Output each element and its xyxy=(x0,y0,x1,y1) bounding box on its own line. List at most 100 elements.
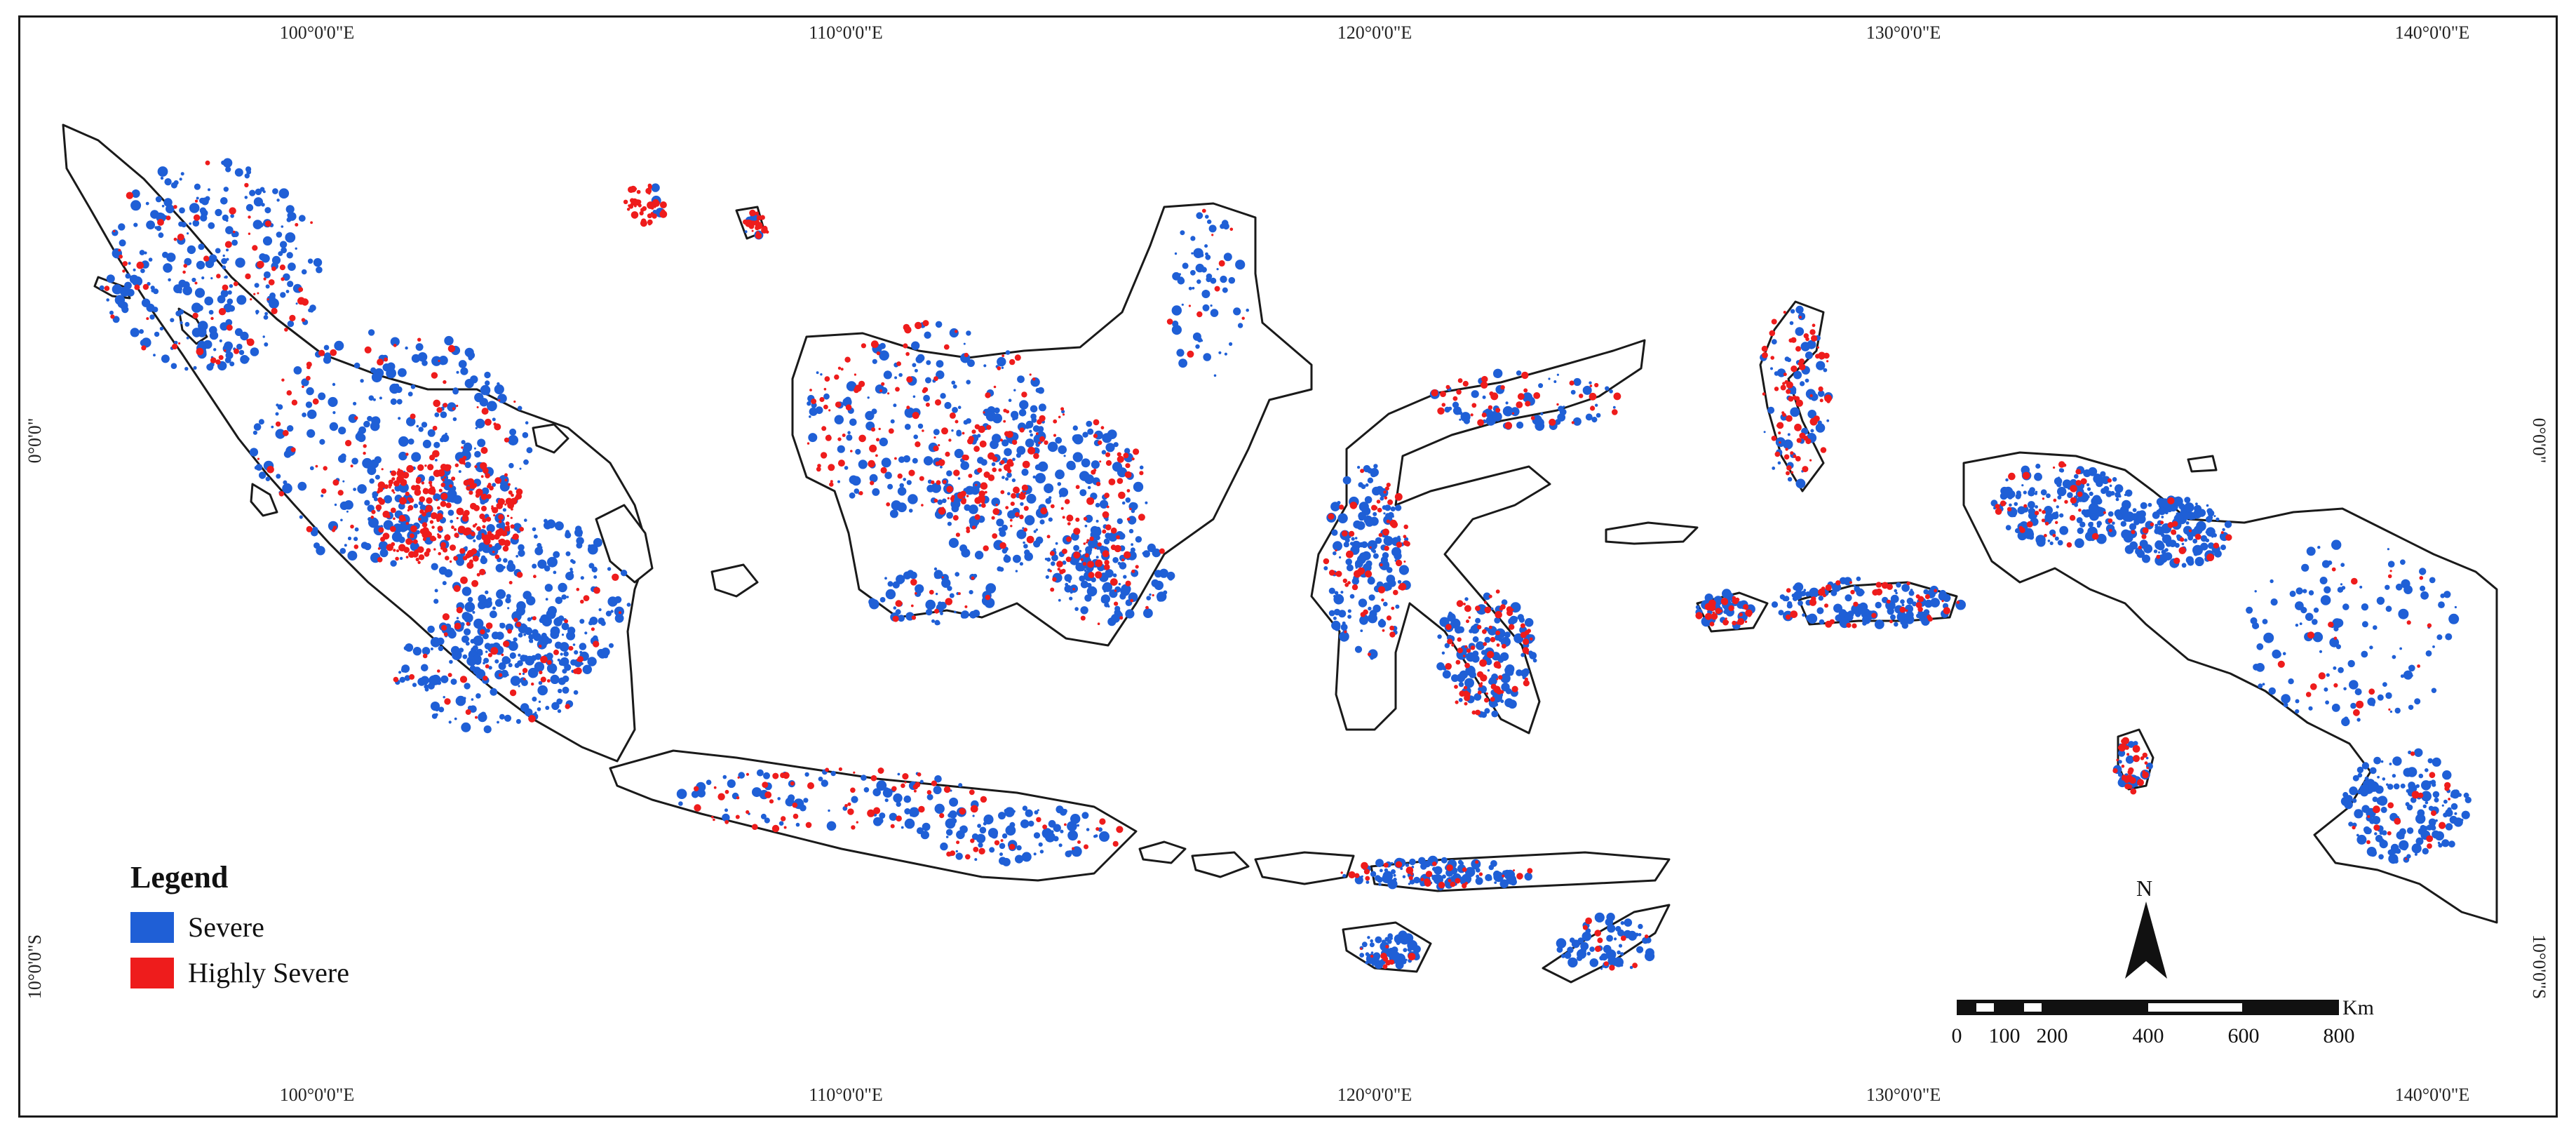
severe-patch xyxy=(179,207,185,214)
highly-severe-patch xyxy=(904,781,907,784)
highly-severe-patch xyxy=(363,451,366,455)
highly-severe-patch xyxy=(459,676,468,683)
severe-patch xyxy=(1084,524,1088,528)
highly-severe-patch xyxy=(302,385,304,389)
severe-patch xyxy=(372,398,376,401)
severe-patch xyxy=(508,663,513,668)
severe-patch xyxy=(1614,937,1617,941)
highly-severe-patch xyxy=(992,533,998,539)
highly-severe-patch xyxy=(437,669,440,673)
highly-severe-patch xyxy=(2122,775,2127,779)
severe-patch xyxy=(1800,381,1805,387)
highly-severe-patch xyxy=(1023,528,1027,532)
severe-patch xyxy=(2100,471,2106,477)
severe-patch xyxy=(1553,380,1557,383)
highly-severe-patch xyxy=(647,213,652,219)
severe-patch xyxy=(413,355,417,360)
severe-patch xyxy=(2034,492,2037,495)
severe-patch xyxy=(1901,584,1910,592)
highly-severe-patch xyxy=(1066,514,1074,522)
severe-patch xyxy=(1919,615,1925,622)
severe-patch xyxy=(906,480,912,485)
severe-patch xyxy=(199,207,207,214)
severe-patch xyxy=(229,284,234,288)
severe-patch xyxy=(2197,509,2206,517)
severe-patch xyxy=(551,702,560,710)
severe-patch xyxy=(997,566,1002,572)
severe-patch xyxy=(1064,574,1072,582)
severe-patch xyxy=(992,413,1002,424)
severe-patch xyxy=(473,635,484,646)
highly-severe-patch xyxy=(472,555,479,562)
severe-patch xyxy=(1112,615,1120,623)
highly-severe-patch xyxy=(955,532,960,537)
severe-patch xyxy=(2074,474,2079,479)
severe-patch xyxy=(1475,868,1481,873)
severe-patch xyxy=(1344,477,1349,481)
severe-patch xyxy=(407,391,413,397)
severe-patch xyxy=(1451,674,1459,683)
severe-patch xyxy=(1916,613,1921,619)
severe-patch xyxy=(244,173,250,179)
severe-patch xyxy=(394,485,401,492)
highly-severe-patch xyxy=(1481,375,1488,383)
highly-severe-patch xyxy=(946,485,954,493)
severe-patch xyxy=(879,342,886,349)
severe-patch xyxy=(160,176,164,180)
severe-patch xyxy=(560,699,563,702)
highly-severe-patch xyxy=(1102,511,1110,518)
severe-patch xyxy=(316,546,325,556)
highly-severe-patch xyxy=(844,804,848,807)
severe-patch xyxy=(2403,767,2413,777)
severe-patch xyxy=(2184,497,2191,504)
highly-severe-patch xyxy=(194,281,198,285)
highly-severe-patch xyxy=(647,201,654,209)
severe-patch xyxy=(1538,383,1544,389)
severe-patch xyxy=(1038,842,1043,847)
graticule-top-label: 120°0'0"E xyxy=(1337,22,1412,43)
severe-patch xyxy=(192,220,200,227)
highly-severe-patch xyxy=(1745,609,1753,617)
highly-severe-patch xyxy=(1126,517,1131,521)
severe-patch xyxy=(844,466,849,470)
severe-patch xyxy=(2371,703,2375,706)
highly-severe-patch xyxy=(423,488,427,491)
highly-severe-patch xyxy=(532,616,537,621)
severe-patch xyxy=(861,775,867,781)
severe-patch xyxy=(1930,600,1934,604)
severe-patch xyxy=(2262,683,2265,686)
north-arrow-icon xyxy=(2125,901,2167,979)
highly-severe-patch xyxy=(454,622,461,630)
severe-patch xyxy=(2361,621,2368,628)
severe-patch xyxy=(706,779,712,785)
severe-patch xyxy=(1016,445,1026,455)
highly-severe-patch xyxy=(456,517,459,520)
severe-patch xyxy=(163,263,173,273)
highly-severe-patch xyxy=(1119,616,1124,620)
highly-severe-patch xyxy=(1782,382,1786,385)
highly-severe-patch xyxy=(488,544,492,548)
severe-patch xyxy=(896,801,901,807)
highly-severe-patch xyxy=(438,488,443,492)
severe-patch xyxy=(285,290,290,293)
highly-severe-patch xyxy=(949,412,956,419)
severe-patch xyxy=(276,199,280,202)
severe-patch xyxy=(1365,952,1370,956)
severe-patch xyxy=(868,598,877,606)
severe-patch xyxy=(2003,486,2014,497)
severe-patch xyxy=(2295,709,2300,714)
severe-patch xyxy=(1019,562,1023,566)
highly-severe-patch xyxy=(405,452,409,456)
highly-severe-patch xyxy=(306,375,311,381)
highly-severe-patch xyxy=(466,561,474,569)
severe-patch xyxy=(830,770,836,777)
severe-patch xyxy=(316,266,323,274)
highly-severe-patch xyxy=(1344,630,1347,633)
severe-patch xyxy=(2049,541,2054,546)
severe-patch xyxy=(1594,912,1605,923)
highly-severe-patch xyxy=(1075,517,1080,522)
highly-severe-patch xyxy=(653,200,660,207)
highly-severe-patch xyxy=(1770,356,1774,360)
severe-patch xyxy=(146,220,156,229)
severe-patch xyxy=(588,620,593,626)
